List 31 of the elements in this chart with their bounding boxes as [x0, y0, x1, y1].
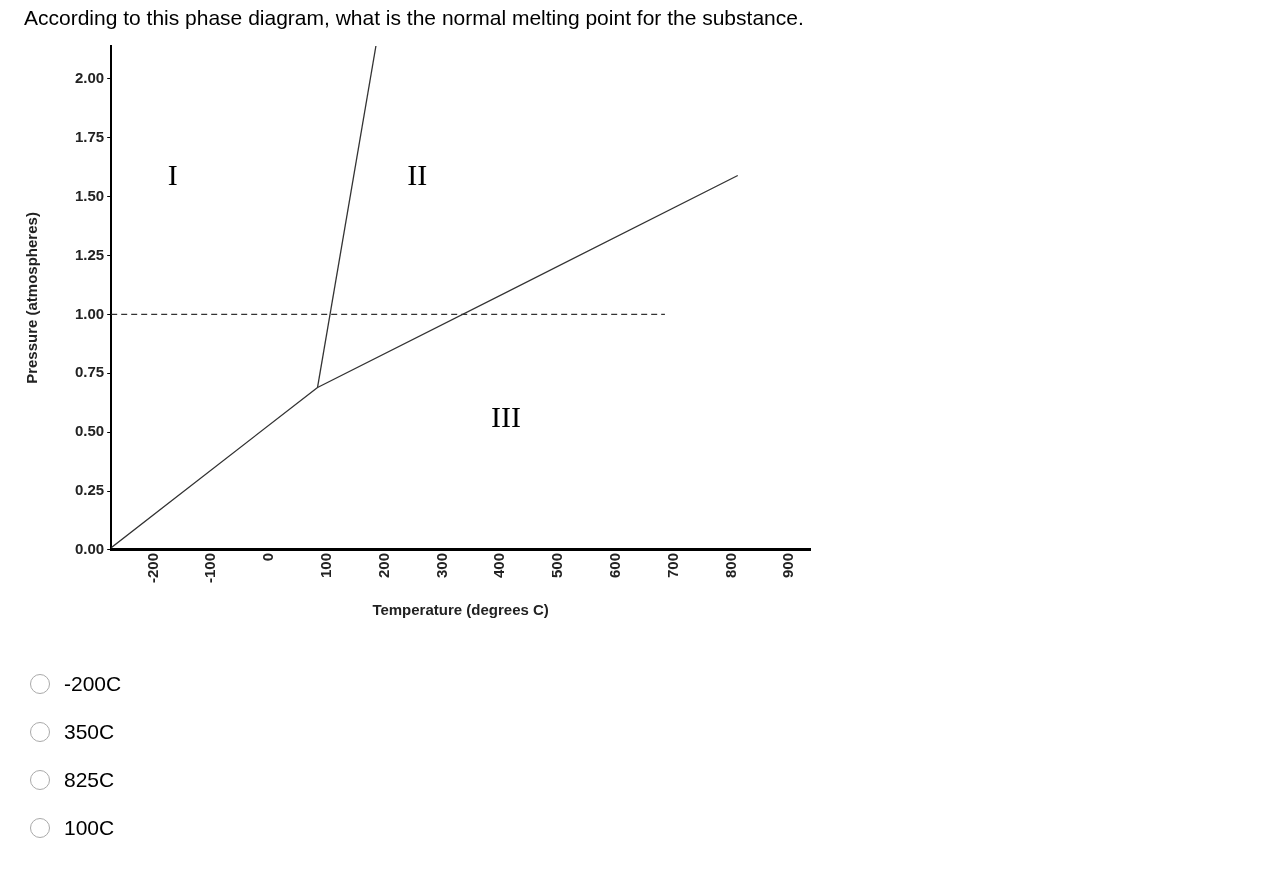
annotation: I — [167, 157, 178, 191]
x-tick-label: 400 — [490, 552, 508, 579]
y-tick-label: 0.25 — [74, 481, 105, 499]
y-tick-label: 1.00 — [74, 304, 105, 322]
x-tick-label: 600 — [605, 552, 623, 579]
x-tick-label: 500 — [548, 552, 566, 579]
chart-title: According to this phase diagram, what is the normal melting point for the substance. — [24, 6, 804, 30]
x-tick-label: 200 — [374, 552, 392, 579]
x-tick-label: -200 — [143, 552, 161, 584]
y-tick-label: 1.50 — [74, 186, 105, 204]
y-tick-label: 1.25 — [74, 245, 105, 263]
x-axis-title: Temperature (degrees C) — [372, 601, 549, 619]
x-tick-label: 0 — [259, 552, 277, 562]
text: 825C — [64, 768, 115, 792]
y-tick-label: 0.50 — [74, 422, 105, 440]
y-tick-label: 2.00 — [74, 69, 105, 87]
y-tick-label: 0.75 — [74, 363, 105, 381]
y-tick-label: 0.00 — [74, 540, 105, 558]
x-tick-label: 700 — [663, 552, 681, 579]
annotation: II — [407, 157, 428, 191]
x-tick-label: 100 — [316, 552, 334, 579]
y-axis-title: Pressure (atmospheres) — [23, 212, 41, 384]
x-tick-label: 800 — [721, 552, 739, 579]
text: 100C — [64, 816, 115, 840]
x-tick-label: -100 — [201, 552, 219, 584]
text: -200C — [64, 672, 122, 696]
x-tick-label: 300 — [432, 552, 450, 579]
annotation: III — [491, 399, 522, 433]
x-tick-label: 900 — [779, 552, 797, 579]
text: 350C — [64, 720, 115, 744]
y-tick-label: 1.75 — [74, 127, 105, 145]
